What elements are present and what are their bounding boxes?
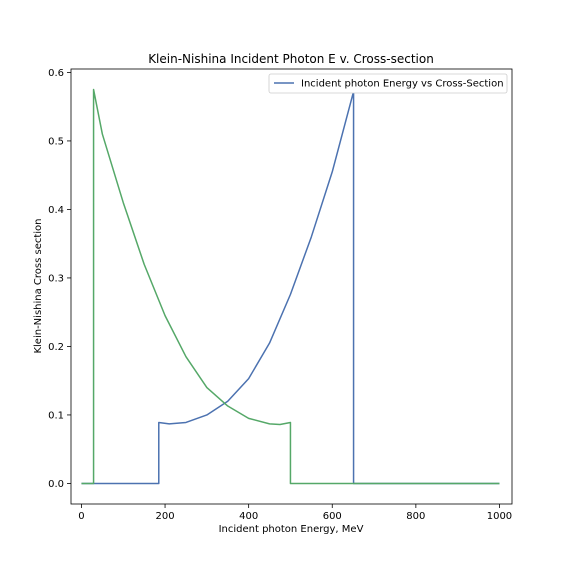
- x-tick-label: 200: [156, 511, 175, 522]
- x-axis-label: Incident photon Energy, MeV: [219, 524, 364, 535]
- x-tick-label: 0: [78, 511, 84, 522]
- x-tick-label: 600: [323, 511, 342, 522]
- y-tick-label: 0.2: [48, 342, 64, 353]
- y-tick-label: 0.5: [48, 136, 64, 147]
- series-line-0: [81, 90, 500, 485]
- y-tick-label: 0.3: [48, 273, 64, 284]
- y-tick-label: 0.6: [48, 68, 64, 79]
- y-tick-label: 0.0: [48, 479, 64, 490]
- series-layer: [81, 88, 500, 485]
- legend: Incident photon Energy vs Cross-Section: [268, 73, 508, 94]
- series-line-1: [81, 88, 500, 485]
- y-axis-label: Klein-Nishina Cross section: [33, 218, 44, 353]
- x-axis-ticks: 0 200 400 600 800 1000: [78, 504, 512, 522]
- legend-box: [268, 73, 508, 94]
- x-tick-label: 800: [406, 511, 425, 522]
- y-axis-ticks: 0.0 0.1 0.2 0.3 0.4 0.5 0.6: [48, 68, 71, 490]
- chart-title: Klein-Nishina Incident Photon E v. Cross…: [148, 52, 434, 66]
- x-tick-label: 400: [239, 511, 258, 522]
- plot-area: [70, 68, 513, 505]
- legend-label: Incident photon Energy vs Cross-Section: [301, 79, 504, 90]
- y-tick-label: 0.4: [48, 205, 64, 216]
- x-tick-label: 1000: [487, 511, 512, 522]
- y-tick-label: 0.1: [48, 410, 64, 421]
